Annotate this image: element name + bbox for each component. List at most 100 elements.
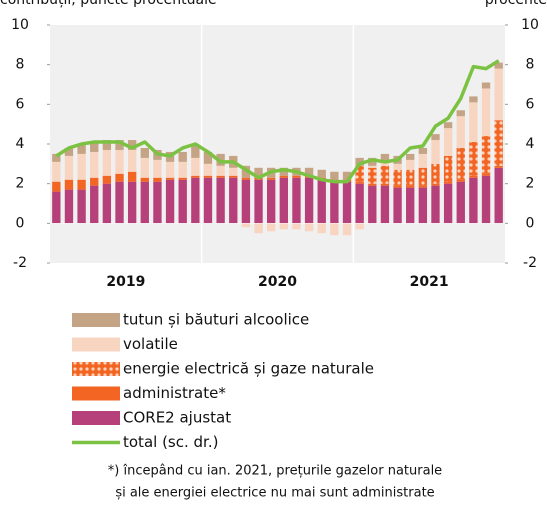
- bar-segment: [304, 223, 314, 232]
- bar-segment: [406, 185, 415, 188]
- legend-swatch: [72, 337, 120, 352]
- bar-segment: [203, 151, 213, 164]
- legend-label: volatile: [123, 335, 178, 353]
- bar-segment: [140, 177, 149, 182]
- bar-segment: [216, 165, 225, 176]
- bar-segment: [165, 161, 175, 178]
- legend-label: total (sc. dr.): [123, 433, 218, 451]
- bar-segment: [292, 177, 301, 224]
- bar-segment: [443, 155, 453, 182]
- bar-segment: [431, 185, 440, 224]
- bar-segment: [304, 167, 314, 176]
- bar-segment: [317, 169, 326, 178]
- y2-tick-label: 4: [526, 136, 535, 152]
- bar-segment: [292, 175, 301, 178]
- bar-segment: [77, 189, 86, 224]
- bar-segment: [330, 223, 339, 236]
- bar-segment: [456, 116, 465, 148]
- bar-segment: [115, 173, 124, 182]
- bar-segment: [254, 167, 263, 178]
- bar-segment: [481, 82, 491, 89]
- bar-segment: [102, 149, 112, 176]
- bar-segment: [443, 183, 453, 224]
- bar-segment: [443, 128, 453, 156]
- bar-segment: [165, 179, 175, 224]
- bar-segment: [127, 181, 137, 224]
- bar-segment: [380, 185, 390, 224]
- bar-segment: [494, 165, 503, 168]
- bar-segment: [229, 177, 238, 224]
- bar-segment: [494, 62, 503, 69]
- bar-segment: [494, 120, 503, 166]
- bar-segment: [469, 102, 478, 143]
- y-tick-label: 8: [16, 57, 25, 73]
- bar-segment: [267, 223, 276, 232]
- footnote: și ale energiei electrice nu mai sunt ad…: [115, 486, 434, 501]
- bar-segment: [90, 177, 99, 186]
- bar-segment: [254, 179, 263, 224]
- bar-segment: [368, 185, 377, 224]
- bar-segment: [115, 140, 124, 150]
- bar-segment: [342, 223, 352, 236]
- y2-tick-label: 8: [526, 57, 535, 73]
- bar-segment: [418, 187, 428, 224]
- bar-segment: [90, 185, 99, 224]
- bar-segment: [456, 110, 465, 117]
- bar-segment: [165, 177, 175, 180]
- bar-segment: [216, 175, 225, 178]
- bar-segment: [494, 167, 503, 224]
- bar-segment: [368, 157, 377, 166]
- bar-segment: [77, 144, 86, 154]
- bar-segment: [178, 151, 187, 162]
- bar-segment: [52, 153, 61, 162]
- bar-segment: [418, 185, 428, 188]
- bar-segment: [279, 175, 288, 178]
- bar-segment: [127, 171, 137, 182]
- bar-segment: [140, 147, 149, 158]
- bar-segment: [406, 153, 415, 160]
- bar-segment: [431, 163, 440, 184]
- bar-segment: [115, 149, 124, 174]
- bar-segment: [418, 167, 428, 186]
- bar-segment: [279, 223, 288, 230]
- bar-segment: [229, 167, 238, 176]
- bar-segment: [52, 181, 61, 192]
- bar-segment: [64, 155, 74, 180]
- bar-segment: [267, 177, 276, 180]
- bar-segment: [481, 88, 491, 137]
- y-tick-label: 0: [16, 215, 25, 231]
- bar-segment: [494, 68, 503, 121]
- legend-label: CORE2 ajustat: [123, 409, 231, 427]
- y2-tick-label: 6: [526, 96, 535, 112]
- bar-segment: [355, 165, 364, 182]
- bar-segment: [102, 183, 112, 224]
- y-tick-label: 10: [11, 17, 29, 33]
- bar-segment: [469, 96, 478, 103]
- bar-segment: [153, 181, 162, 224]
- bar-segment: [153, 177, 162, 182]
- bar-segment: [406, 159, 415, 170]
- subtitle-left: contribuții, puncte procentuale: [0, 0, 217, 8]
- bar-segment: [443, 122, 453, 129]
- bar-segment: [77, 153, 86, 180]
- bar-segment: [304, 177, 314, 224]
- legend-label: administrate*: [123, 384, 226, 402]
- y2-tick-label: 2: [526, 176, 535, 192]
- legend-swatch: [72, 386, 120, 401]
- bar-segment: [127, 149, 137, 172]
- bar-segment: [443, 181, 453, 184]
- bar-segment: [203, 177, 213, 224]
- bar-segment: [469, 177, 478, 224]
- bar-segment: [456, 179, 465, 182]
- bar-segment: [90, 151, 99, 178]
- bar-segment: [330, 171, 339, 180]
- bar-segment: [368, 183, 377, 186]
- bar-segment: [77, 179, 86, 190]
- bar-segment: [102, 140, 112, 150]
- legend-swatch: [72, 362, 120, 376]
- bar-segment: [241, 179, 251, 224]
- bar-segment: [140, 181, 149, 224]
- bar-segment: [481, 173, 491, 176]
- bar-segment: [203, 175, 213, 178]
